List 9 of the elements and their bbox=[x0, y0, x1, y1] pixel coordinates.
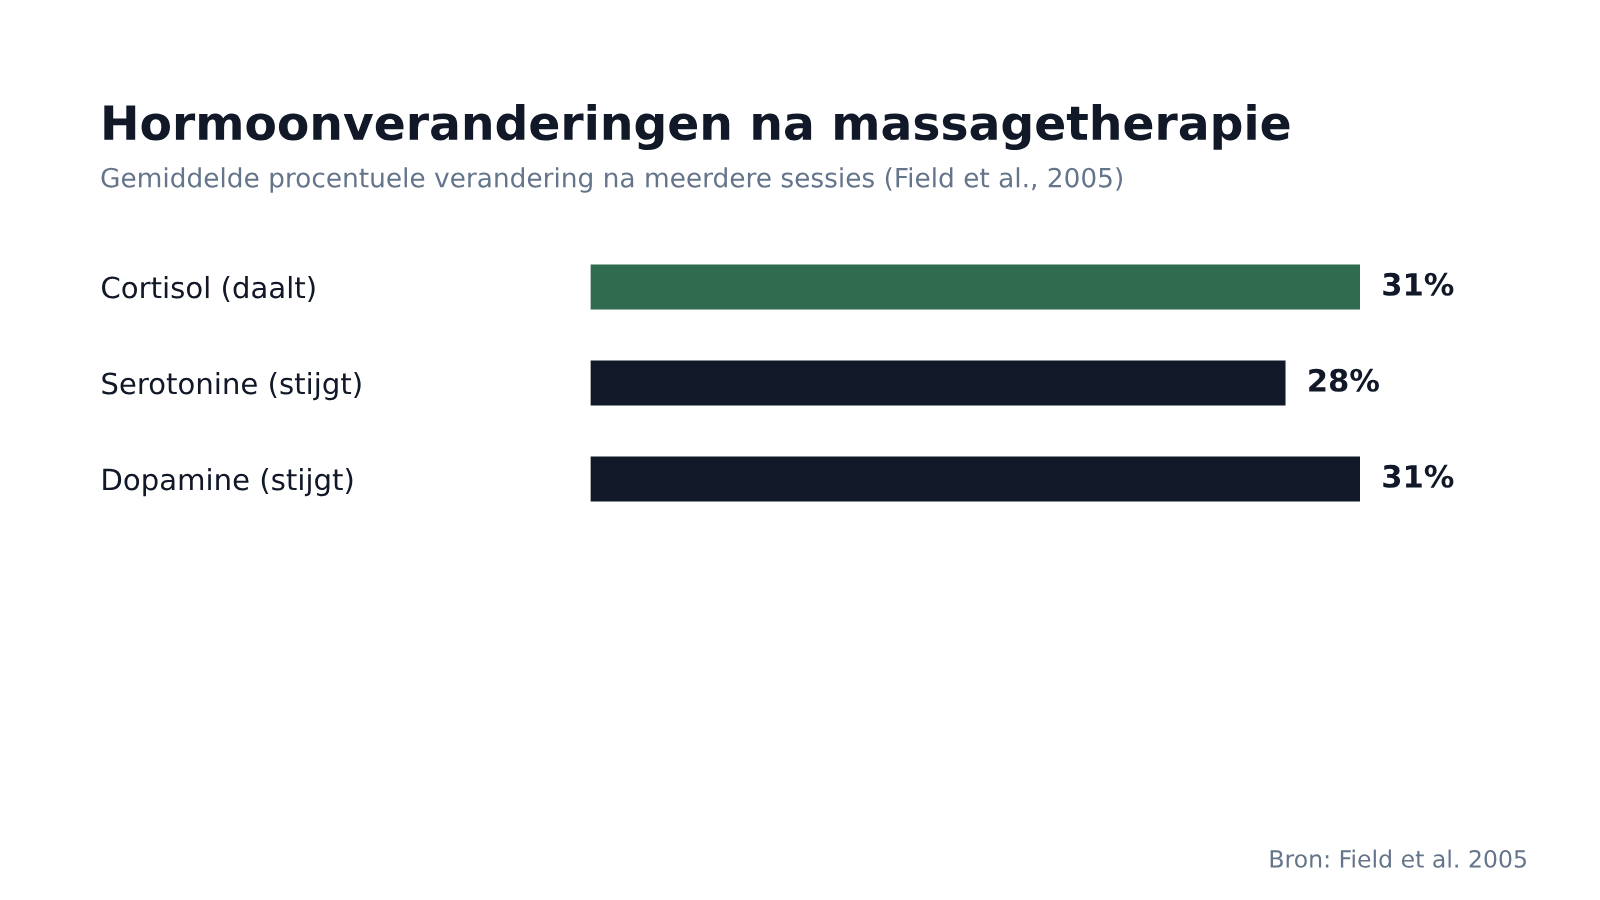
text: Bron: Field et al. 2005 bbox=[1270, 849, 1526, 868]
y-tick-label: Cortisol (daalt) bbox=[102, 275, 315, 302]
chart-subtitle: Gemiddelde procentuele verandering na meerdere sessies (Field et al., 2005) bbox=[101, 167, 1122, 193]
y-tick-label: Serotonine (stijgt) bbox=[102, 371, 361, 401]
data-label: 31% bbox=[1383, 464, 1454, 488]
data-label: 31% bbox=[1383, 272, 1454, 296]
y-tick-label: Dopamine (stijgt) bbox=[103, 467, 353, 497]
chart-title: Hormoonveranderingen na massagetherapie bbox=[104, 103, 1290, 151]
data-label: 28% bbox=[1309, 368, 1379, 392]
